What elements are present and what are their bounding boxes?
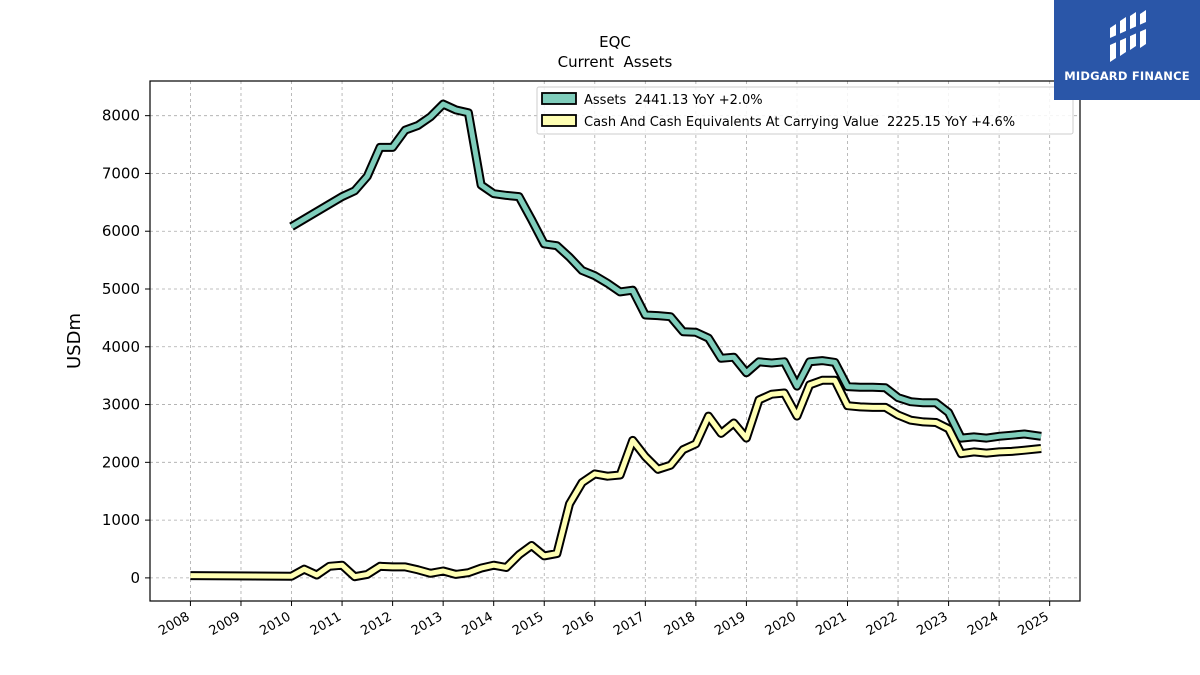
plot-frame — [149, 80, 1081, 602]
x-tick-label: 2022 — [864, 609, 900, 639]
x-tick-label: 2010 — [257, 609, 293, 639]
series-line-1 — [190, 377, 1042, 580]
series-outline-1 — [190, 375, 1042, 582]
y-axis-label: USDm — [64, 313, 85, 369]
y-tick-label: 5000 — [102, 280, 140, 298]
legend-box — [536, 86, 1074, 135]
legend: Assets 2441.13 YoY +2.0% Cash And Cash E… — [536, 86, 1074, 135]
y-tick-label: 1000 — [102, 511, 140, 529]
brand-logo: MIDGARD FINANCE — [1054, 0, 1200, 100]
x-tick-label: 2020 — [763, 609, 799, 639]
x-tick-label: 2014 — [460, 609, 496, 639]
grid-lines — [150, 81, 1080, 601]
y-tick-label: 2000 — [102, 453, 140, 471]
x-tick-label: 2023 — [914, 609, 950, 639]
x-tick-label: 2011 — [308, 609, 344, 639]
y-tick-label: 7000 — [102, 164, 140, 182]
x-tick-label: 2012 — [358, 609, 394, 639]
x-tick-label: 2021 — [813, 609, 849, 639]
y-tick-label: 3000 — [102, 396, 140, 414]
x-tick-label: 2015 — [510, 609, 546, 639]
legend-label-assets: Assets 2441.13 YoY +2.0% — [584, 93, 763, 108]
x-tick-label: 2018 — [662, 609, 698, 639]
series-line-0 — [290, 101, 1042, 441]
legend-swatch-cash — [541, 114, 577, 127]
legend-swatch-assets — [541, 92, 577, 105]
chart-subtitle: Current Assets — [558, 53, 673, 71]
series-layer — [190, 99, 1042, 582]
y-tick-label: 6000 — [102, 222, 140, 240]
midgard-logo-icon — [1110, 10, 1146, 62]
y-tick-label: 0 — [130, 569, 140, 587]
x-tick-label: 2009 — [207, 609, 243, 639]
x-tick-label: 2025 — [1016, 609, 1052, 639]
x-tick-label: 2016 — [561, 609, 597, 639]
x-tick-label: 2024 — [965, 609, 1001, 639]
brand-name: MIDGARD FINANCE — [1064, 69, 1190, 83]
y-axis: 0 1000 2000 3000 4000 5000 6000 7000 8000 — [102, 107, 150, 587]
y-tick-label: 4000 — [102, 338, 140, 356]
chart-title: EQC — [599, 33, 631, 51]
x-axis: 2008 2009 2010 2011 2012 2013 2014 2015 2016 2017… — [156, 601, 1052, 639]
x-tick-label: 2017 — [611, 609, 647, 639]
x-tick-label: 2008 — [156, 609, 192, 639]
legend-label-cash: Cash And Cash Equivalents At Carrying Va… — [584, 115, 1015, 130]
x-tick-label: 2019 — [712, 609, 748, 639]
x-tick-label: 2013 — [409, 609, 445, 639]
y-tick-label: 8000 — [102, 107, 140, 125]
series-outline-0 — [289, 99, 1042, 443]
